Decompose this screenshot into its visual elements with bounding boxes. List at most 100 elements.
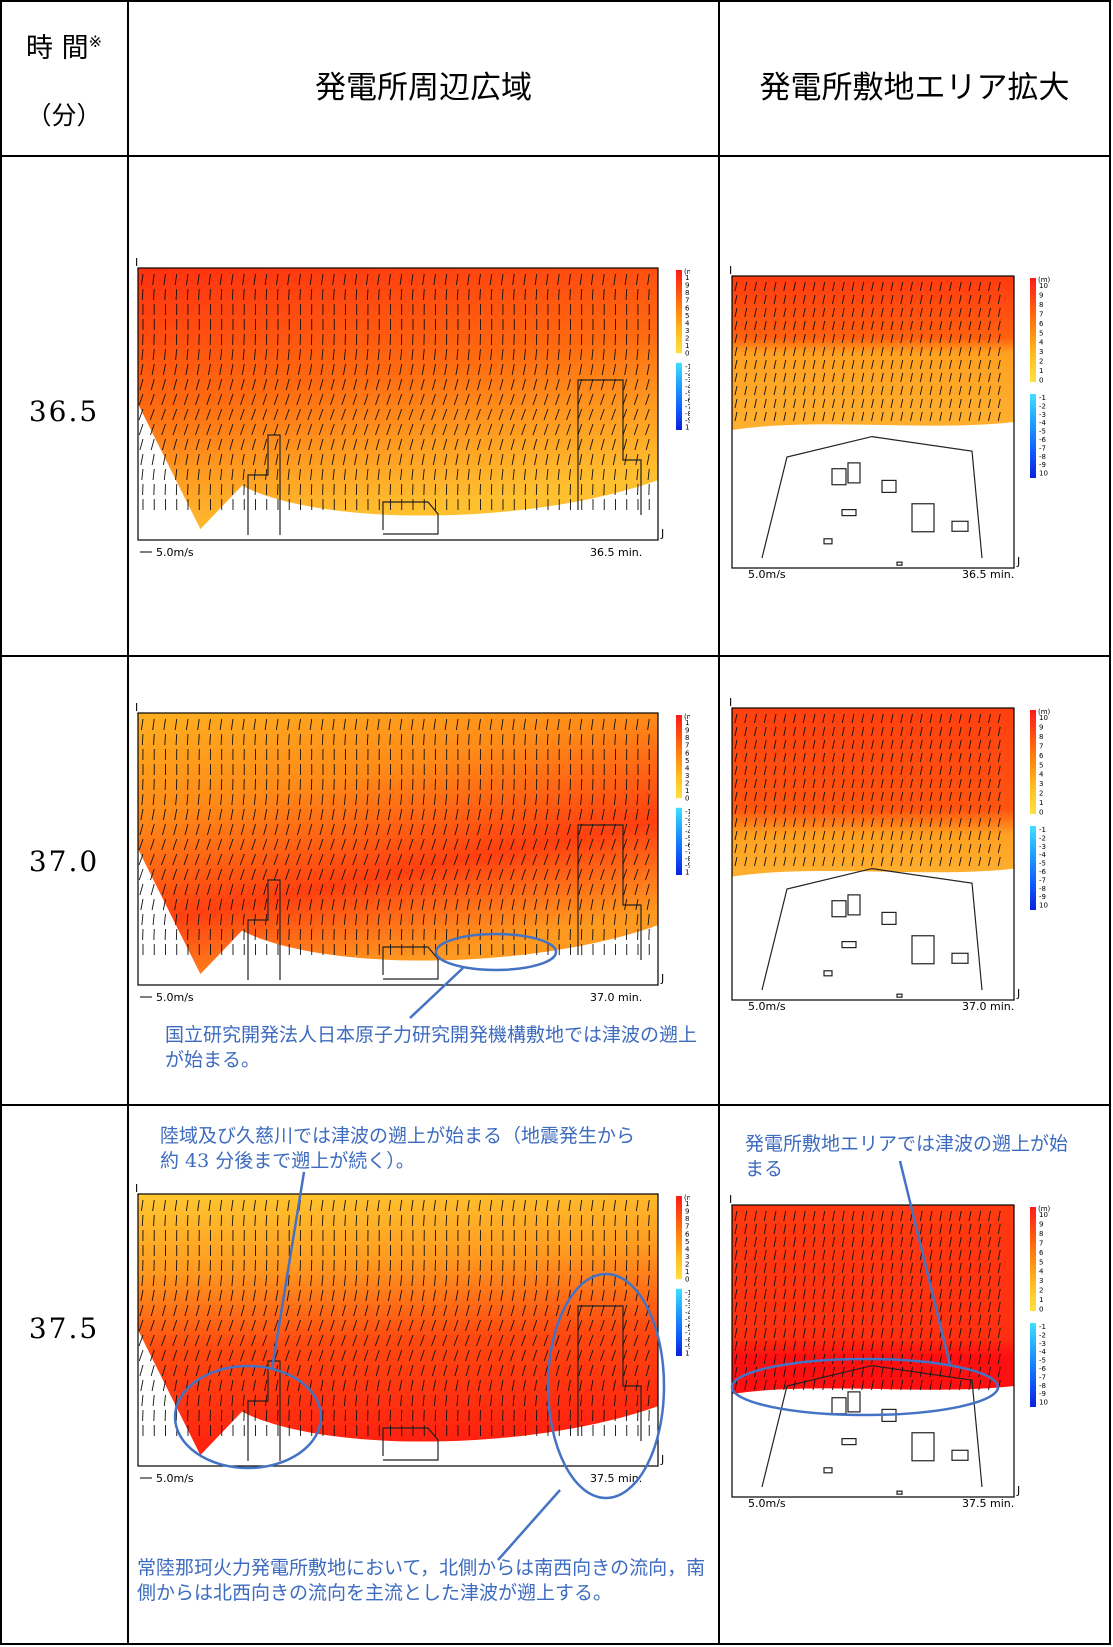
axis-j: J [1016,555,1020,568]
colorbar-positive [676,1196,682,1280]
building [911,1432,935,1462]
header-time-unit: （分） [26,101,102,130]
colorbar-tick: 10 [1039,1399,1048,1407]
colorbar-tick: 6 [685,304,690,312]
colorbar-positive [676,270,682,354]
building [841,509,857,517]
colorbar-tick: -7 [685,1329,690,1337]
colorbar-tick: -3 [685,821,690,829]
building [951,952,969,964]
velocity-scale-label: 5.0m/s [748,1000,786,1010]
colorbar-unit: (m) [684,268,690,276]
colorbar-tick: -6 [685,396,690,404]
colorbar-tick: 1 [685,787,689,795]
colorbar-tick: 3 [1039,348,1043,356]
colorbar-tick: 6 [685,1230,690,1238]
velocity-scale-label: 5.0m/s [748,568,786,578]
building [951,520,969,532]
colorbar-tick: 2 [685,335,689,343]
colorbar-tick: 9 [685,1208,689,1216]
colorbar-tick: 2 [1039,1287,1043,1295]
colorbar-tick: 6 [1039,1249,1044,1257]
row-time-1: 36.5 [28,395,100,428]
colorbar-tick: 5 [685,757,689,765]
axis-j: J [660,527,664,540]
header-col-zoom: 発電所敷地エリア拡大 [759,70,1070,106]
velocity-vectors [138,273,650,511]
axis-j: J [1016,1484,1020,1497]
zoom-area-map-37-5: I J 5.0m/s 37.5 min. (m) 10 9 8 7 6 5 4 3 2 1 0 -1 -2 -3 -4… [722,1187,1107,1507]
axis-i: I [729,1193,732,1206]
colorbar-tick: 5 [685,312,689,320]
colorbar-tick: 8 [1039,301,1043,309]
building [823,538,833,545]
plot-frame [731,1204,1015,1498]
table-divider-1 [127,0,129,1645]
annotation-hitachinaka-runup: 常陸那珂火力発電所敷地において，北側からは南西向きの流向，南側からは北西向きの流… [137,1557,706,1604]
building [847,894,861,916]
sea-surface [732,276,1014,430]
colorbar-tick: 8 [685,734,689,742]
colorbar-tick: -2 [685,1296,690,1304]
colorbar-tick: -9 [685,1343,690,1351]
colorbar-tick: 0 [685,1276,689,1284]
velocity-vectors [138,1199,650,1437]
table-border-right [1109,0,1111,1645]
colorbar-tick: 7 [685,297,689,305]
colorbar-tick: -9 [1039,1390,1046,1398]
colorbar-tick: -3 [1039,411,1046,419]
colorbar-tick: 5 [685,1238,689,1246]
colorbar-tick: 2 [1039,358,1043,366]
site-outline [761,435,983,566]
colorbar-tick: 1 [1039,367,1043,375]
plot-frame [137,712,659,986]
colorbar-tick: 0 [685,350,689,358]
colorbar-tick: -1 [1039,826,1046,834]
colorbar-tick: 1 [685,1268,689,1276]
colorbar-tick: -3 [1039,843,1046,851]
colorbar-tick: 4 [1039,771,1044,779]
colorbar-tick: 3 [1039,780,1043,788]
callout-leader-land [270,1171,306,1370]
colorbar-tick: -3 [685,376,690,384]
colorbar-tick: 5 [1039,329,1043,337]
annotation-jaea-runup: 国立研究開発法人日本原子力研究開発機構敷地では津波の遡上が始まる。 [165,1024,698,1071]
plot-frame [731,275,1015,569]
colorbar-tick: -2 [685,815,690,823]
colorbar-tick: 10 [685,719,690,727]
colorbar-tick: 9 [1039,723,1043,731]
building [951,1449,969,1461]
header-col-wide: 発電所周辺広域 [315,70,532,106]
building [823,970,833,977]
colorbar-tick: -2 [1039,1331,1046,1339]
colorbar-tick: 10 [685,423,690,431]
colorbar-tick: -5 [1039,860,1046,868]
row-time-3: 37.5 [28,1312,100,1345]
axis-i: I [135,701,138,714]
sea-surface [732,1205,1014,1395]
time-label: 37.0 min. [962,1000,1014,1010]
colorbar-tick: -8 [685,410,690,418]
colorbar-tick: 4 [685,1245,690,1253]
colorbar-negative [676,1288,682,1356]
plot-frame [137,1193,659,1467]
colorbar-tick: 0 [1039,377,1043,385]
colorbar-tick: -9 [685,417,690,425]
colorbar-tick: -7 [685,403,690,411]
colorbar-tick: 5 [1039,1258,1043,1266]
colorbar-tick: -4 [1039,1348,1047,1356]
colorbar-tick: -7 [1039,444,1046,452]
colorbar-tick: 8 [685,1215,689,1223]
colorbar-tick: -6 [1039,436,1047,444]
colorbar-tick: 0 [685,795,689,803]
building [911,935,935,965]
colorbar-tick: 4 [1039,1268,1044,1276]
colorbar-tick: 10 [1039,470,1048,478]
colorbar-tick: 9 [685,282,689,290]
time-label: 37.5 min. [962,1497,1014,1507]
axis-i: I [135,1182,138,1195]
zoom-area-map-36-5: I J 5.0m/s 36.5 min. (m) 10 9 8 7 6 5 4 3 2 1 0 -1 -2 -3 -4… [722,258,1107,578]
site-outline [761,1364,983,1495]
